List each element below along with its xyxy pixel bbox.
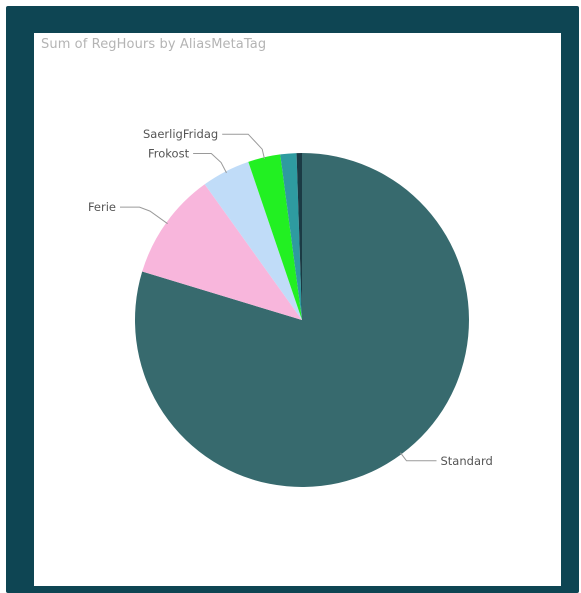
pie-slice-saerligfridag[interactable]	[248, 154, 302, 320]
slice-label-saerligfridag: SaerligFridag	[143, 127, 218, 141]
pie-slice-4[interactable]	[280, 153, 302, 320]
leader-line-ferie	[120, 206, 168, 225]
slice-label-standard: Standard	[441, 454, 493, 468]
slice-label-ferie: Ferie	[88, 200, 116, 214]
leader-line-standard	[400, 452, 437, 462]
chart-title: Sum of RegHours by AliasMetaTag	[41, 37, 267, 52]
pie-slice-5[interactable]	[296, 153, 302, 320]
slice-label-frokost: Frokost	[148, 147, 190, 161]
leader-line-saerligfridag	[222, 133, 265, 160]
pie-chart-visual[interactable]: Sum of RegHours by AliasMetaTag Standard…	[34, 33, 561, 586]
pie-chart: Standard Ferie Frokost SaerligFridag	[88, 127, 493, 487]
pie-slice-ferie[interactable]	[142, 184, 302, 320]
pie-slice-standard[interactable]	[134, 153, 469, 487]
leader-line-frokost	[193, 153, 227, 174]
pie-slice-frokost[interactable]	[204, 161, 302, 320]
visual-frame: Sum of RegHours by AliasMetaTag Standard…	[6, 6, 579, 593]
